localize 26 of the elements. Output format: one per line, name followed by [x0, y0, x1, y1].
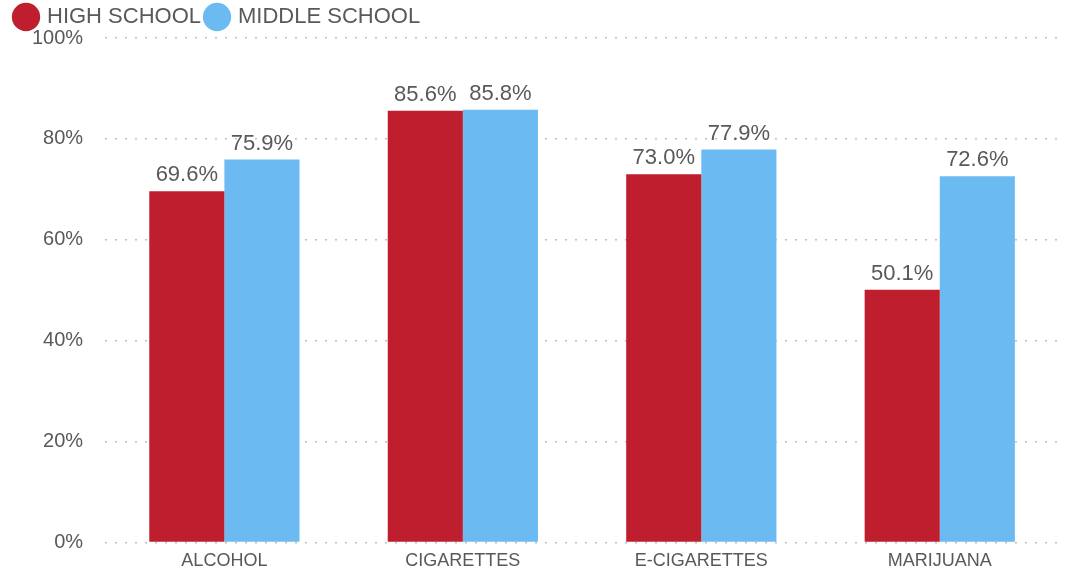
y-tick-label: 80% — [43, 126, 84, 149]
data-label: 50.1% — [871, 259, 934, 285]
y-tick-label: 60% — [43, 227, 84, 250]
y-tick-label: 0% — [54, 529, 84, 552]
x-tick-label: E-CIGARETTES — [634, 550, 768, 571]
x-tick-label: MARIJUANA — [887, 550, 992, 571]
data-label: 69.6% — [155, 161, 219, 187]
x-tick-label: CIGARETTES — [405, 550, 521, 571]
bar — [387, 110, 463, 542]
bar — [701, 149, 777, 542]
bar — [149, 191, 225, 542]
bar — [626, 174, 702, 542]
legend-label: MIDDLE SCHOOL — [238, 3, 421, 29]
data-label: 73.0% — [632, 144, 695, 170]
y-tick-label: 20% — [43, 429, 84, 452]
data-label: 85.8% — [469, 79, 532, 105]
bar — [462, 109, 538, 542]
data-label: 72.6% — [946, 146, 1009, 172]
y-tick-label: 40% — [43, 328, 84, 351]
bar — [224, 159, 300, 542]
data-label: 77.9% — [707, 119, 771, 145]
bar — [864, 289, 940, 542]
bar — [939, 176, 1015, 542]
x-tick-label: ALCOHOL — [181, 550, 268, 571]
data-label: 85.6% — [394, 80, 457, 106]
data-label: 75.9% — [230, 129, 294, 155]
